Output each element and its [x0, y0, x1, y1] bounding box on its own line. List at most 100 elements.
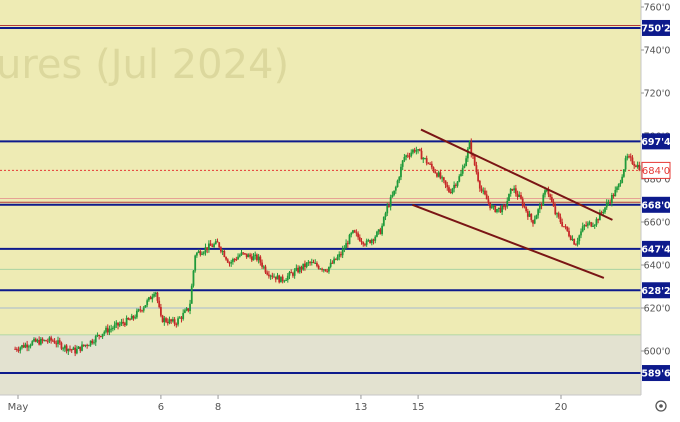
- chart-settings-gear[interactable]: [655, 400, 667, 412]
- candle-body-179: [321, 268, 323, 270]
- candle-body-230: [408, 155, 411, 157]
- x-tick-label-2: 8: [215, 402, 221, 413]
- candle-body-338: [593, 224, 596, 226]
- candle-body-105: [194, 255, 197, 271]
- candle-body-272: [480, 188, 483, 191]
- candle-body-345: [605, 202, 608, 208]
- candle-body-226: [401, 160, 404, 167]
- candle-body-183: [328, 266, 330, 272]
- candle-body-362: [634, 165, 637, 168]
- candle-body-308: [542, 194, 545, 206]
- candle-body-281: [496, 209, 498, 213]
- candle-body-69: [132, 315, 135, 319]
- candle-body-127: [232, 259, 234, 262]
- grid-lines: [0, 197, 641, 336]
- candle-body-80: [151, 296, 154, 300]
- candle-body-187: [334, 258, 337, 260]
- gear-icon[interactable]: [655, 400, 667, 412]
- candle-body-361: [633, 163, 636, 166]
- candle-body-78: [147, 297, 150, 301]
- candle-body-128: [233, 259, 236, 261]
- candle-body-56: [110, 328, 113, 330]
- candle-body-93: [173, 319, 176, 325]
- candle-body-73: [139, 309, 142, 311]
- candle-body-87: [163, 318, 166, 323]
- candle-body-269: [475, 165, 478, 173]
- candle-body-40: [82, 344, 85, 346]
- candle-body-355: [622, 169, 625, 177]
- candle-body-99: [184, 310, 186, 313]
- candle-body-286: [504, 206, 507, 208]
- candle-body-181: [324, 269, 327, 272]
- x-tick-label-3: 13: [355, 402, 368, 413]
- candle-body-296: [521, 198, 524, 207]
- candle-body-145: [262, 266, 265, 268]
- level-badge-2: [642, 196, 670, 213]
- candle-body-224: [398, 177, 401, 181]
- candle-body-17: [43, 340, 46, 342]
- candle-body-162: [292, 273, 294, 276]
- candle-body-195: [348, 234, 351, 245]
- candle-body-112: [206, 247, 209, 250]
- candle-body-194: [346, 243, 349, 245]
- candle-body-261: [461, 167, 464, 174]
- candle-body-0: [14, 348, 17, 350]
- candles: [14, 138, 648, 357]
- candle-body-177: [317, 265, 320, 269]
- candle-body-168: [302, 263, 305, 270]
- current-price-badge-bg: [641, 161, 671, 179]
- candle-body-342: [600, 212, 603, 214]
- candle-body-100: [185, 308, 188, 311]
- candle-body-344: [604, 207, 606, 213]
- candle-body-91: [170, 319, 173, 322]
- candle-body-44: [89, 340, 92, 346]
- candle-body-114: [209, 243, 212, 246]
- candle-body-63: [122, 321, 125, 324]
- candle-body-172: [309, 262, 311, 264]
- candle-body-138: [250, 256, 253, 261]
- candle-body-255: [451, 188, 454, 193]
- candle-body-220: [391, 194, 394, 198]
- level-badge-4: [642, 282, 670, 299]
- candle-body-121: [221, 251, 224, 253]
- level-label-0: 750'2: [641, 23, 670, 34]
- candle-body-331: [581, 226, 584, 232]
- candle-body-304: [535, 215, 538, 220]
- candle-body-280: [494, 205, 497, 213]
- candle-body-81: [153, 294, 155, 297]
- candle-body-153: [276, 275, 279, 280]
- candle-body-33: [70, 349, 73, 351]
- candle-body-83: [156, 292, 159, 301]
- level-label-5: 589'6: [641, 369, 671, 380]
- level-badge-1: [642, 133, 670, 150]
- candle-body-23: [53, 340, 56, 344]
- candle-body-8: [27, 346, 30, 348]
- candle-body-129: [235, 259, 238, 261]
- candle-body-142: [257, 256, 260, 261]
- candle-body-106: [196, 252, 198, 256]
- candle-body-247: [437, 172, 440, 177]
- candle-body-152: [274, 276, 277, 280]
- candle-body-300: [528, 213, 531, 217]
- candle-body-336: [590, 222, 593, 227]
- level-badge-0: [642, 19, 670, 36]
- candle-body-101: [187, 308, 190, 311]
- level-label-2: 668'0: [641, 200, 671, 211]
- level-badge-5: [642, 365, 670, 382]
- candle-body-260: [460, 173, 462, 177]
- candle-body-21: [50, 337, 53, 341]
- candle-body-30: [65, 345, 68, 352]
- candle-body-357: [626, 156, 629, 159]
- candle-body-316: [556, 213, 558, 215]
- candle-body-35: [74, 347, 77, 354]
- candle-body-221: [393, 190, 395, 195]
- candle-body-131: [238, 255, 241, 257]
- candle-body-273: [482, 190, 485, 192]
- candle-body-170: [305, 262, 308, 267]
- x-tick-label-5: 20: [555, 402, 568, 413]
- candle-body-274: [484, 190, 486, 195]
- level-labels: 750'2 697'4 668'0 647'4 628'2 589'6: [641, 19, 671, 382]
- candle-body-147: [266, 272, 269, 275]
- gear-icon-hub: [659, 404, 663, 408]
- candle-body-103: [190, 285, 193, 304]
